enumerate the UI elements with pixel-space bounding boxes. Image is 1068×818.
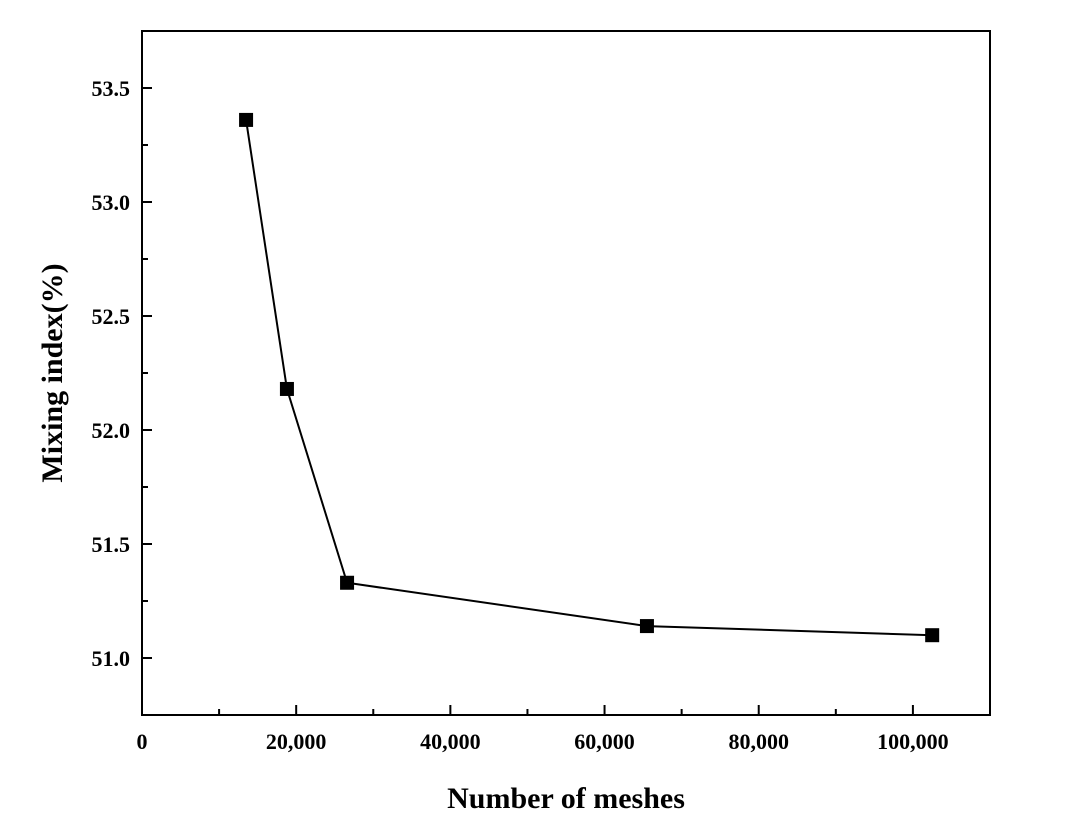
data-point [340,575,355,590]
x-tick-label: 20,000 [266,729,327,754]
x-tick-label: 80,000 [728,729,789,754]
data-point [925,628,940,643]
x-axis-title: Number of meshes [447,782,685,815]
series-line [245,119,933,637]
y-axis-ticks: 51.0 51.5 52.0 52.5 53.0 53.5 [92,30,152,716]
series-markers [239,112,940,643]
y-tick-label: 53.5 [92,76,131,101]
y-axis-title: Mixing index(%) [36,263,69,482]
plot-frame [141,30,991,716]
x-tick-label: 0 [137,729,148,754]
data-point [279,381,294,396]
x-tick-label: 40,000 [420,729,481,754]
y-tick-label: 53.0 [92,190,131,215]
y-tick-label: 52.0 [92,418,131,443]
data-point [239,112,254,127]
data-point [639,619,654,634]
x-tick-label: 100,000 [877,729,949,754]
x-tick-label: 60,000 [574,729,635,754]
y-tick-label: 51.5 [92,532,131,557]
x-axis-ticks: 0 20,000 40,000 60,000 80,000 100,000 [137,705,991,754]
y-tick-label: 51.0 [92,646,131,671]
y-tick-label: 52.5 [92,304,131,329]
